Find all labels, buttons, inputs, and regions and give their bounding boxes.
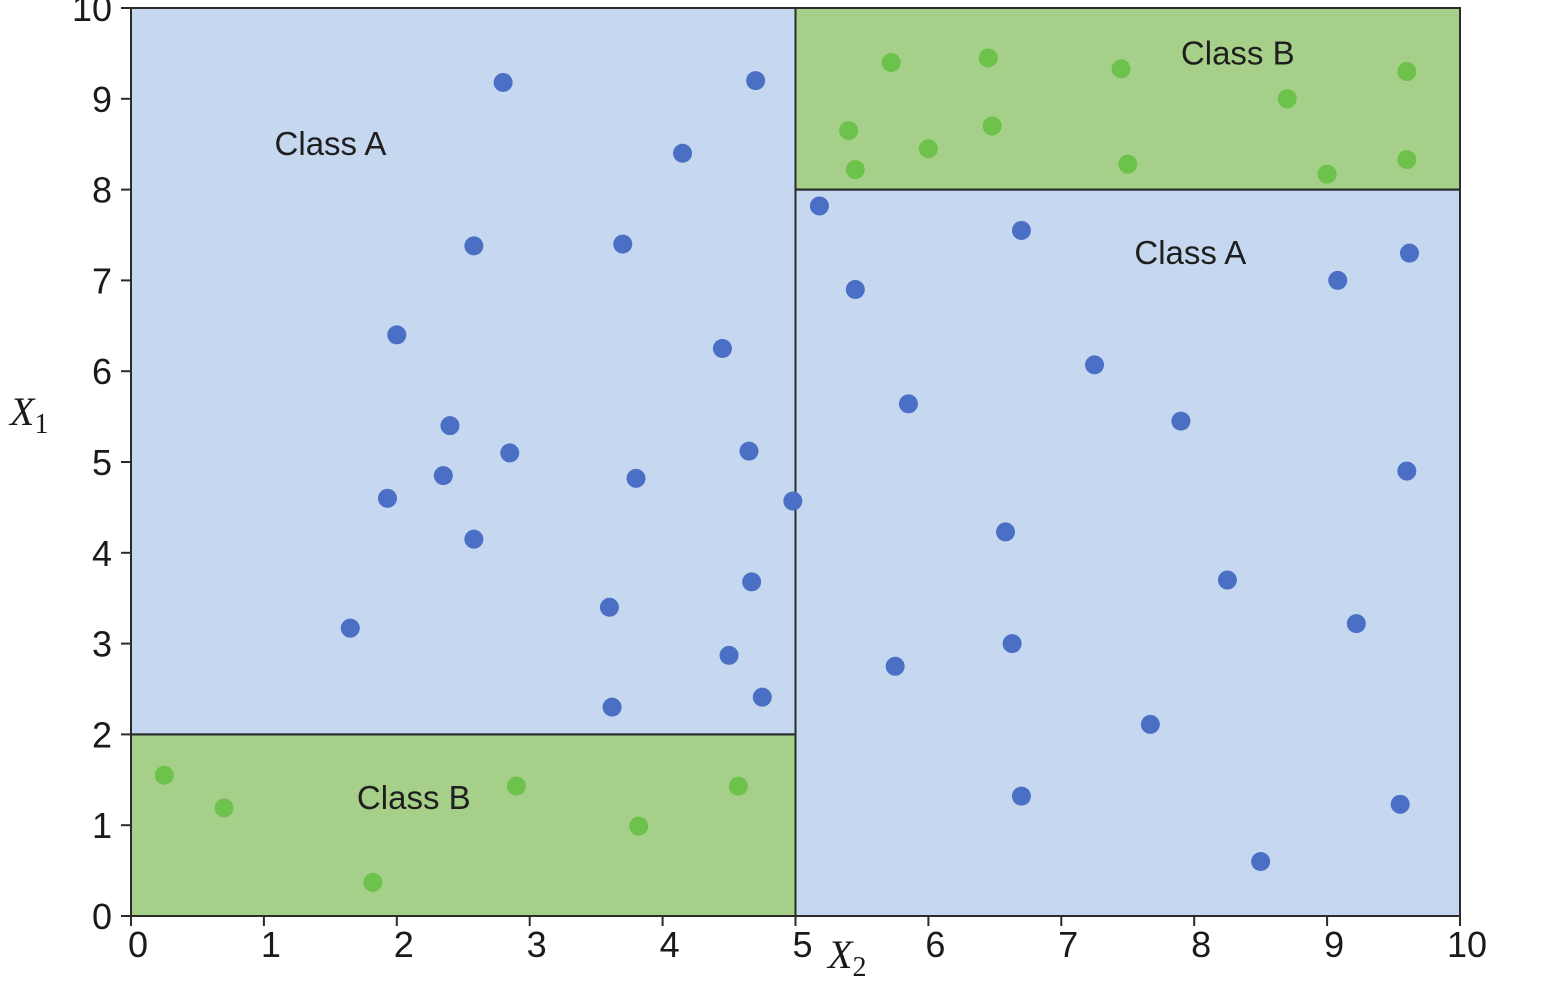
point-class-a-8 [500,443,520,463]
x-tick-label: 7 [1058,924,1078,965]
y-tick-label: 4 [92,533,112,574]
point-class-a-30 [1171,411,1191,431]
y-tick-label: 1 [92,805,112,846]
point-class-b-9 [918,139,938,159]
point-class-a-6 [712,339,732,358]
point-class-a-7 [440,416,460,436]
point-class-b-8 [881,52,901,72]
y-tick-label: 7 [92,260,112,301]
point-class-b-0 [154,765,174,785]
point-class-a-5 [387,325,407,345]
point-class-b-4 [629,816,649,836]
y-tick-label: 6 [92,351,112,392]
y-tick-label: 3 [92,624,112,665]
point-class-b-5 [728,776,748,796]
x-tick-label: 3 [527,924,547,965]
point-class-a-4 [613,234,633,254]
region-label-2: Class B [1181,34,1295,71]
y-tick-label: 9 [92,79,112,120]
x-tick-label: 6 [925,924,945,965]
point-class-a-18 [602,697,622,717]
point-class-a-14 [599,597,619,617]
point-class-a-19 [752,687,772,707]
point-class-a-37 [1346,614,1366,634]
point-class-a-20 [783,491,803,511]
point-class-b-11 [982,116,1002,136]
region-label-0: Class A [275,125,387,162]
point-class-a-0 [493,72,513,92]
point-class-a-22 [845,279,865,299]
point-class-a-3 [464,236,484,256]
data-points [154,48,1419,892]
point-class-a-31 [1217,570,1237,590]
point-class-b-15 [1317,164,1337,184]
region-a-0 [131,8,796,735]
y-tick-label: 10 [72,0,112,29]
point-class-b-17 [1397,150,1417,170]
point-class-b-13 [1118,154,1138,174]
x-tick-label: 1 [261,924,281,965]
point-class-a-26 [885,656,905,676]
region-b-1 [131,734,796,916]
point-class-a-1 [746,71,766,91]
point-class-b-3 [506,776,526,796]
regions-layer [131,8,1460,917]
x-tick-label: 0 [128,924,148,965]
region-labels: Class A Class B Class B Class A [275,34,1295,816]
x-tick-label: 5 [792,924,812,965]
point-class-a-38 [1390,794,1410,814]
point-class-b-12 [1111,59,1131,79]
point-class-b-16 [1397,62,1417,82]
x-axis-ticks: 0 1 2 3 4 5 6 7 8 9 10 [128,916,1487,965]
point-class-a-34 [1328,270,1348,290]
point-class-a-32 [1140,714,1160,734]
point-class-a-25 [1085,355,1105,375]
point-class-a-24 [1011,220,1031,240]
y-tick-label: 0 [92,896,112,937]
point-class-a-12 [626,468,646,488]
point-class-b-1 [214,798,234,818]
point-class-a-36 [1397,461,1417,481]
point-class-a-27 [995,522,1015,542]
y-tick-label: 5 [92,442,112,483]
point-class-a-29 [1011,786,1031,806]
point-class-a-33 [1251,852,1271,872]
point-class-a-28 [1002,634,1022,654]
y-axis-label: X1 [8,389,48,440]
point-class-a-9 [739,441,759,461]
point-class-b-2 [363,872,383,892]
y-axis-ticks: 0 1 2 3 4 5 6 7 8 9 10 [72,0,131,937]
x-axis-label: X2 [826,932,866,982]
point-class-a-16 [742,572,762,592]
region-a-3 [795,189,1460,917]
x-tick-label: 8 [1191,924,1211,965]
point-class-b-10 [978,48,998,68]
x-tick-label: 10 [1447,924,1487,965]
region-label-3: Class A [1134,234,1246,271]
point-class-a-13 [464,529,484,549]
point-class-a-11 [377,488,397,508]
region-label-1: Class B [357,779,471,816]
x-tick-label: 2 [394,924,414,965]
point-class-b-6 [839,121,859,141]
point-class-a-10 [433,466,453,486]
x-tick-label: 4 [660,924,680,965]
point-class-b-7 [845,160,865,180]
point-class-a-15 [340,618,360,638]
point-class-a-23 [898,394,918,414]
y-tick-label: 2 [92,714,112,755]
point-class-b-14 [1277,89,1297,109]
y-tick-label: 8 [92,170,112,211]
point-class-a-2 [673,143,693,163]
point-class-a-21 [809,196,829,216]
point-class-a-17 [719,645,739,665]
x-tick-label: 9 [1324,924,1344,965]
point-class-a-35 [1399,243,1419,263]
